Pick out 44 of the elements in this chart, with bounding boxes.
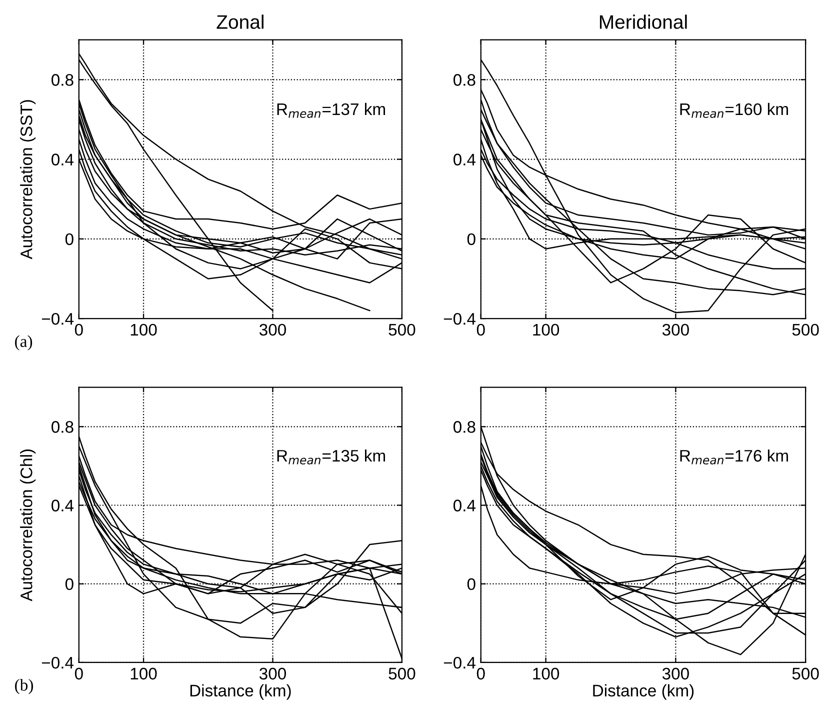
y-tick-label: 0.4 xyxy=(52,500,74,512)
x-tick-label: 300 xyxy=(662,668,689,680)
x-tick-label: 100 xyxy=(130,668,157,680)
y-tick-label: 0.4 xyxy=(52,154,74,166)
annotation: R$_{mean}$=176 km xyxy=(680,449,788,464)
y-axis-title: Autocorrelation (Chl) xyxy=(20,450,36,602)
x-tick-label: 500 xyxy=(388,324,416,336)
x-tick-label: 0 xyxy=(476,668,485,680)
text: (a) xyxy=(15,335,32,350)
x-tick-label: 0 xyxy=(74,668,83,680)
y-tick-label: 0 xyxy=(467,578,476,590)
x-axis-title: Distance (km) xyxy=(190,684,291,700)
x-tick-label: 300 xyxy=(259,324,286,336)
x-tick-label: 100 xyxy=(533,668,560,680)
x-tick-label: 300 xyxy=(259,668,286,680)
x-tick-label: 500 xyxy=(388,668,416,680)
x-tick-label: 0 xyxy=(74,324,83,336)
y-tick-label: 0.8 xyxy=(52,74,74,86)
x-tick-label: 100 xyxy=(130,324,157,336)
chart-title: Meridional xyxy=(600,14,687,29)
x-tick-label: 300 xyxy=(662,324,689,336)
annotation: R$_{mean}$=160 km xyxy=(680,102,788,118)
y-tick-label: 0.8 xyxy=(453,421,476,433)
y-tick-label: 0 xyxy=(65,233,74,246)
y-tick-label: −0.4 xyxy=(42,656,74,669)
y-tick-label: 0 xyxy=(65,578,74,590)
chart-title: Zonal xyxy=(216,14,264,29)
annotation: R$_{mean}$=135 km xyxy=(277,449,385,464)
y-tick-label: 0 xyxy=(467,233,476,246)
y-tick-label: 0.8 xyxy=(453,74,476,86)
x-tick-label: 500 xyxy=(792,324,819,336)
y-tick-label: −0.4 xyxy=(444,656,476,669)
y-tick-label: −0.4 xyxy=(42,312,74,325)
y-tick-label: 0.4 xyxy=(453,500,476,512)
x-axis-title: Distance (km) xyxy=(593,684,694,700)
y-axis-title: Autocorrelation (SST) xyxy=(20,100,36,260)
x-tick-label: 100 xyxy=(533,324,560,336)
x-tick-label: 0 xyxy=(476,324,485,336)
annotation: R$_{mean}$=137 km xyxy=(277,102,385,118)
text: (b) xyxy=(15,678,34,694)
y-tick-label: −0.4 xyxy=(444,312,476,325)
x-tick-label: 500 xyxy=(792,668,819,680)
y-tick-label: 0.4 xyxy=(453,154,476,166)
y-tick-label: 0.8 xyxy=(52,421,74,433)
